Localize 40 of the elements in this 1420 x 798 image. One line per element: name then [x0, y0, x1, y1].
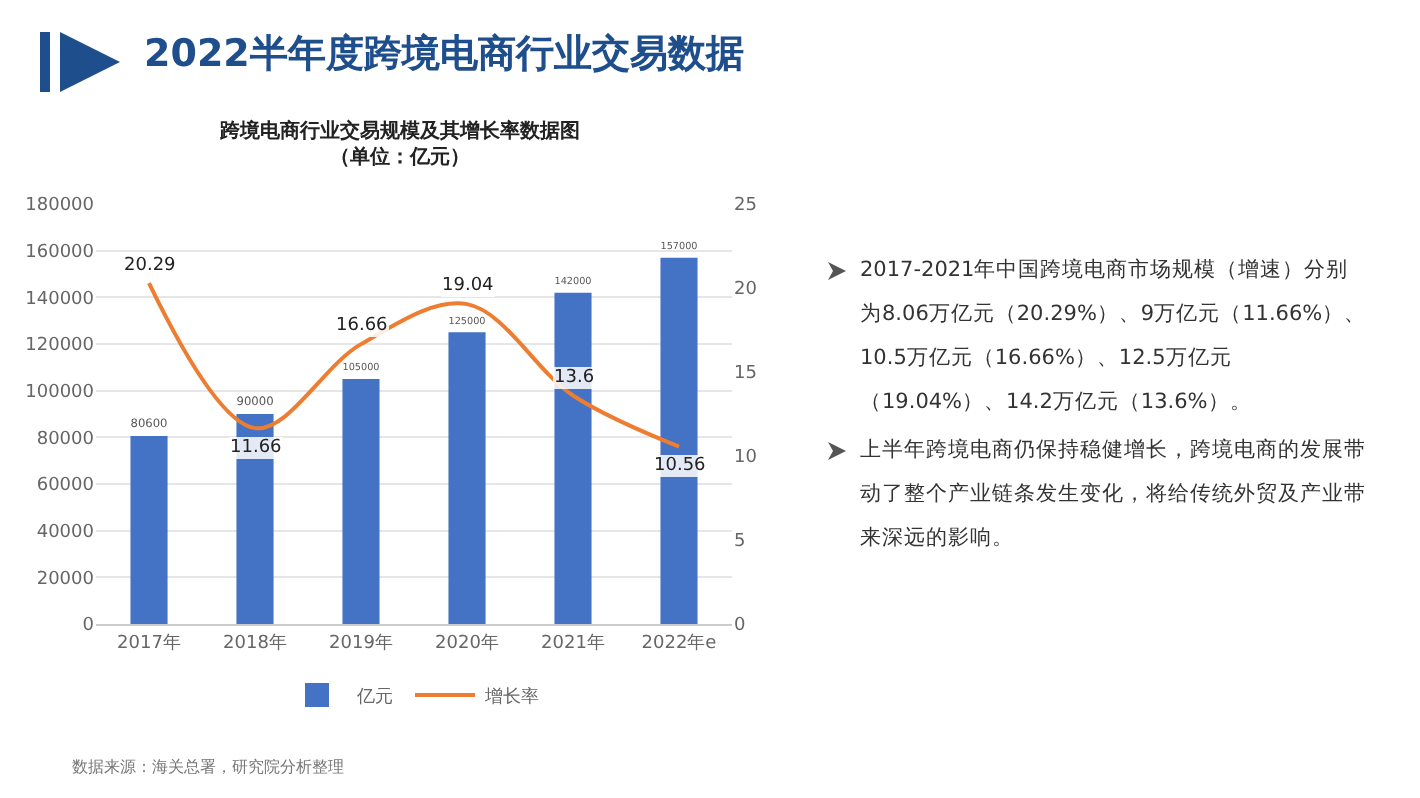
data-label: 13.6 — [554, 368, 595, 388]
data-label: 11.66 — [230, 438, 283, 458]
y-tick-label: 40000 — [36, 522, 95, 543]
y-tick-label: 0 — [82, 616, 95, 637]
legend-label: 增长率 — [483, 686, 539, 709]
y2-tick-label: 15 — [734, 364, 757, 385]
y2-tick-label: 10 — [734, 448, 758, 469]
data-label: 19.04 — [442, 276, 495, 296]
x-tick-label: 2021年 — [541, 631, 605, 654]
y-tick-label: 140000 — [25, 289, 95, 310]
y-tick-label: 180000 — [25, 196, 95, 217]
source-note: 数据来源：海关总署，研究院分析整理 — [72, 756, 344, 778]
bar — [342, 379, 380, 624]
chart-subtitle: （单位：亿元） — [330, 145, 470, 170]
data-label: 10.56 — [654, 456, 707, 476]
y2-tick-label: 5 — [734, 532, 746, 553]
bar — [554, 292, 592, 624]
y-tick-label: 100000 — [25, 382, 95, 403]
y-tick-label: 160000 — [25, 242, 95, 263]
x-tick-label: 2019年 — [329, 631, 393, 654]
y-tick-label: 80000 — [36, 429, 95, 450]
text: 2022半年度跨境电商行业交易数据 — [144, 30, 744, 80]
text: 上半年跨境电商仍保持稳健增长，跨境电商的发展带动了整个产业链条发生变化，将给传统外贸及产业带来深远的影响。 — [858, 436, 1368, 554]
legend-label: 亿元 — [355, 686, 393, 709]
y-tick-label: 120000 — [25, 336, 95, 357]
bar — [130, 435, 168, 624]
y-tick-label: 60000 — [36, 476, 95, 497]
x-tick-label: 2017年 — [117, 631, 181, 654]
y2-tick-label: 0 — [734, 616, 746, 637]
x-tick-label: 2020年 — [435, 631, 499, 654]
x-tick-label: 2018年 — [223, 631, 287, 654]
chart-title: 跨境电商行业交易规模及其增长率数据图 — [218, 119, 580, 144]
y2-tick-label: 20 — [734, 280, 758, 301]
y-tick-label: 20000 — [36, 569, 95, 590]
data-label: 16.66 — [336, 316, 389, 336]
bar — [448, 332, 486, 624]
x-tick-label: 2022年e — [641, 631, 718, 654]
y2-tick-label: 25 — [734, 196, 757, 217]
text: 2017-2021年中国跨境电商市场规模（增速）分别为8.06万亿元（20.29%）、9万亿元（11.66%）、10.5万亿元（16.66%）、12.5万亿元（19.04%）、14.2万亿元（13.6%）。 — [858, 256, 1368, 418]
data-label: 20.29 — [124, 256, 177, 276]
